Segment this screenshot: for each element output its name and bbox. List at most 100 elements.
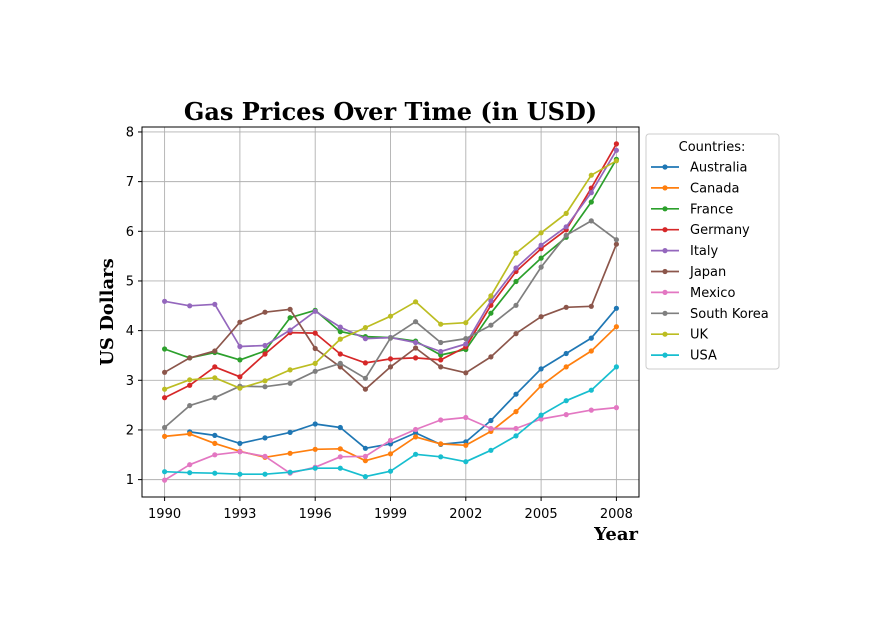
data-point-canada	[613, 324, 620, 330]
data-point-canada	[438, 441, 444, 447]
y-tick-label: 7	[126, 175, 134, 190]
data-point-usa	[312, 465, 318, 471]
legend-label-australia: Australia	[690, 161, 748, 176]
x-tick-label: 1990	[148, 507, 181, 522]
data-point-australia	[588, 335, 594, 341]
data-point-japan	[463, 370, 469, 376]
data-point-italy	[563, 224, 569, 230]
data-point-japan	[563, 304, 569, 310]
data-point-mexico	[613, 405, 620, 411]
data-point-canada	[513, 409, 519, 415]
data-point-mexico	[212, 452, 218, 458]
data-point-australia	[312, 421, 318, 427]
data-point-uk	[563, 210, 569, 216]
data-point-australia	[212, 432, 218, 438]
data-point-uk	[463, 320, 469, 326]
legend-entry-germany: Germany	[651, 223, 750, 238]
legend-entry-uk: UK	[651, 328, 709, 343]
data-point-australia	[262, 435, 268, 441]
legend-marker-usa	[662, 352, 668, 358]
y-tick-label: 2	[126, 423, 134, 438]
data-point-south-korea	[613, 237, 620, 243]
data-point-usa	[362, 474, 368, 480]
data-point-usa	[287, 469, 293, 475]
data-point-germany	[262, 351, 268, 357]
legend-entry-france: France	[651, 202, 733, 217]
data-point-uk	[438, 321, 444, 327]
data-point-italy	[337, 324, 343, 330]
data-point-usa	[513, 433, 519, 439]
data-point-mexico	[362, 453, 368, 459]
data-point-australia	[488, 417, 494, 424]
data-point-usa	[187, 470, 193, 476]
data-point-mexico	[538, 416, 544, 422]
data-point-usa	[538, 412, 544, 418]
data-point-australia	[337, 424, 343, 431]
data-point-germany	[337, 351, 343, 357]
data-point-south-korea	[312, 368, 318, 374]
data-point-canada	[162, 433, 168, 439]
x-tick-label: 1999	[374, 507, 407, 522]
data-point-south-korea	[287, 380, 293, 386]
data-point-australia	[613, 305, 620, 311]
y-tick-label: 8	[126, 125, 134, 140]
data-point-france	[538, 255, 544, 261]
chart-title: Gas Prices Over Time (in USD)	[184, 97, 597, 126]
data-point-usa	[413, 451, 419, 457]
data-point-japan	[588, 303, 594, 309]
data-point-france	[588, 199, 594, 205]
y-tick-label: 1	[126, 473, 134, 488]
data-point-italy	[212, 301, 218, 307]
data-point-south-korea	[387, 335, 394, 341]
data-point-uk	[387, 313, 394, 319]
data-point-south-korea	[212, 395, 218, 401]
data-point-uk	[413, 299, 419, 305]
data-point-france	[162, 346, 168, 352]
data-point-canada	[563, 364, 569, 370]
data-point-australia	[563, 350, 569, 357]
data-point-south-korea	[538, 264, 544, 270]
legend-label-mexico: Mexico	[690, 286, 735, 301]
legend-label-south-korea: South Korea	[690, 307, 769, 322]
data-point-mexico	[387, 437, 394, 443]
grid	[142, 127, 639, 497]
data-point-mexico	[588, 407, 594, 413]
data-point-south-korea	[187, 403, 193, 409]
data-point-australia	[513, 391, 519, 397]
data-point-uk	[187, 377, 193, 383]
data-point-south-korea	[563, 232, 569, 238]
data-point-uk	[287, 367, 293, 373]
x-tick-label: 1993	[223, 507, 256, 522]
data-point-italy	[362, 336, 368, 342]
data-point-italy	[312, 308, 318, 314]
data-point-south-korea	[438, 339, 444, 346]
data-point-france	[337, 329, 343, 335]
data-point-germany	[413, 355, 419, 361]
legend-marker-south-korea	[662, 310, 668, 316]
axis-ticks: 1990 1993 1996 1999 2002 2005 2008 1 2 3 4 5 6 7 8	[126, 125, 633, 522]
data-point-usa	[438, 454, 444, 460]
data-point-mexico	[488, 425, 494, 432]
data-point-south-korea	[488, 322, 494, 328]
data-point-uk	[337, 336, 343, 342]
x-tick-label: 2005	[525, 507, 558, 522]
data-point-south-korea	[513, 302, 519, 308]
data-point-japan	[162, 369, 168, 375]
data-point-uk	[538, 230, 544, 236]
data-point-italy	[613, 147, 620, 153]
data-point-uk	[613, 158, 620, 164]
data-point-canada	[538, 383, 544, 389]
legend-box	[645, 133, 780, 370]
data-point-south-korea	[463, 336, 469, 342]
data-point-canada	[287, 450, 293, 456]
legend-entries: Australia Canada France Germany Italy Japan Me…	[651, 161, 769, 364]
data-point-canada	[212, 440, 218, 446]
x-tick-label: 1996	[299, 507, 332, 522]
data-point-italy	[513, 265, 519, 271]
legend-marker-uk	[662, 331, 668, 337]
data-point-uk	[513, 250, 519, 256]
data-point-germany	[387, 356, 394, 362]
data-point-italy	[237, 343, 243, 350]
legend-entry-canada: Canada	[651, 181, 739, 196]
